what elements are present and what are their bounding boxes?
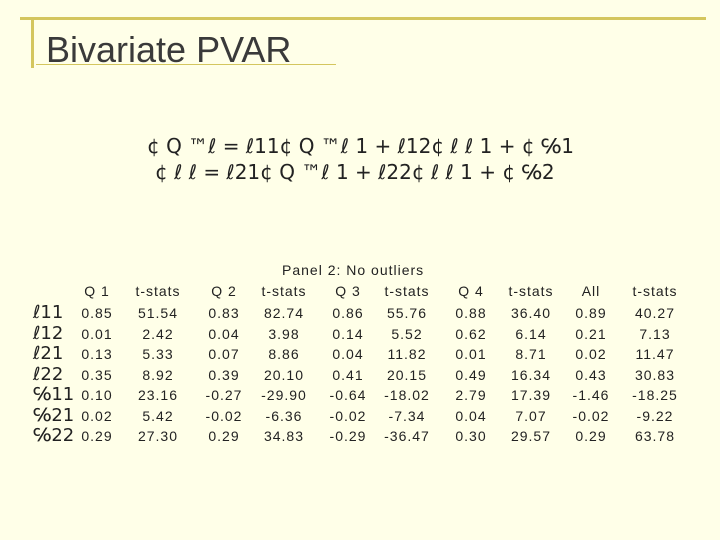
table-cell: 16.34 — [510, 366, 552, 383]
row-label: ℅21 — [33, 404, 75, 426]
table-cell: -29.90 — [261, 387, 307, 403]
table-cell: -0.02 — [329, 407, 367, 424]
column-header: All — [581, 283, 601, 299]
table-cell: 0.10 — [81, 387, 113, 403]
table-cell: 0.49 — [455, 366, 487, 383]
table-cell: 51.54 — [137, 305, 179, 321]
column-header: Q 2 — [211, 283, 237, 299]
table-cell: -36.47 — [384, 428, 430, 444]
column-header: Q 3 — [335, 283, 361, 299]
table-cell: 7.13 — [639, 325, 671, 342]
table-cell: 8.71 — [515, 346, 547, 362]
table-cell: 0.02 — [575, 346, 607, 362]
row-label: ℓ12 — [33, 322, 64, 344]
table-cell: -1.46 — [572, 387, 610, 403]
table-cell: -0.02 — [572, 407, 610, 424]
table-cell: 63.78 — [634, 428, 676, 444]
column-header: t-stats — [632, 283, 678, 299]
table-cell: 0.21 — [575, 325, 607, 342]
row-label: ℓ11 — [33, 302, 64, 323]
table-cell: -0.27 — [205, 387, 243, 403]
table-cell: 0.04 — [455, 407, 487, 424]
table-cell: 27.30 — [137, 428, 179, 444]
table-cell: 0.86 — [332, 305, 364, 321]
table-cell: 5.42 — [142, 407, 174, 424]
table-cell: -0.02 — [205, 407, 243, 424]
table-cell: 6.14 — [515, 325, 547, 342]
table-cell: 40.27 — [634, 305, 676, 321]
table-cell: 5.52 — [391, 325, 423, 342]
row-label: ℅22 — [33, 425, 75, 446]
table-cell: 0.29 — [208, 428, 240, 444]
table-cell: 17.39 — [510, 387, 552, 403]
row-label: ℓ22 — [33, 363, 64, 385]
table-cell: 7.07 — [515, 407, 547, 424]
table-cell: 11.47 — [635, 346, 675, 362]
table-cell: 55.76 — [386, 305, 428, 321]
frame-left-rule — [31, 17, 34, 68]
table-cell: -9.22 — [636, 407, 674, 424]
table-cell: 2.79 — [455, 387, 487, 403]
table-cell: -18.25 — [632, 387, 678, 403]
table-cell: 11.82 — [387, 346, 427, 362]
panel-title: Panel 2: No outliers — [282, 262, 425, 278]
table-cell: 34.83 — [263, 428, 305, 444]
table-cell: 0.43 — [575, 366, 607, 383]
table-cell: 0.39 — [208, 366, 240, 383]
table-cell: 0.83 — [208, 305, 240, 321]
table-cell: 82.74 — [263, 305, 305, 321]
table-cell: 0.89 — [575, 305, 607, 321]
table-cell: 8.86 — [268, 346, 300, 362]
equation-1: ¢ Q ™ℓ = ℓ11¢ Q ™ℓ 1 + ℓ12¢ ℓ ℓ 1 + ¢ ℅1 — [147, 134, 575, 158]
row-label: ℅11 — [33, 384, 75, 405]
table-cell: 3.98 — [268, 325, 300, 342]
table-cell: -0.29 — [329, 428, 367, 444]
table-cell: 0.07 — [208, 346, 240, 362]
row-label: ℓ21 — [33, 343, 64, 364]
table-cell: 0.04 — [332, 346, 364, 362]
table-cell: 0.88 — [455, 305, 487, 321]
table-cell: 20.10 — [263, 366, 305, 383]
table-cell: 0.01 — [455, 346, 487, 362]
column-header: t-stats — [508, 283, 554, 299]
table-cell: -7.34 — [388, 407, 426, 424]
table-cell: 30.83 — [634, 366, 676, 383]
title-underline — [36, 64, 336, 65]
table-cell: 0.02 — [81, 407, 113, 424]
table-cell: 0.35 — [81, 366, 113, 383]
table-cell: 20.15 — [386, 366, 428, 383]
equation-2: ¢ ℓ ℓ = ℓ21¢ Q ™ℓ 1 + ℓ22¢ ℓ ℓ 1 + ¢ ℅2 — [155, 160, 555, 184]
table-cell: 0.14 — [332, 325, 364, 342]
table-cell: 23.16 — [137, 387, 179, 403]
table-cell: 0.30 — [455, 428, 487, 444]
table-cell: 0.41 — [332, 366, 364, 383]
table-cell: 0.01 — [81, 325, 113, 342]
table-cell: 0.29 — [575, 428, 607, 444]
table-cell: 29.57 — [510, 428, 552, 444]
table-cell: 0.13 — [81, 346, 113, 362]
table-cell: 8.92 — [142, 366, 174, 383]
frame-top-rule — [20, 17, 706, 20]
table-cell: -6.36 — [265, 407, 303, 424]
table-cell: 0.62 — [455, 325, 487, 342]
table-cell: -18.02 — [384, 387, 430, 403]
table-cell: 2.42 — [142, 325, 174, 342]
table-cell: -0.64 — [329, 387, 367, 403]
table-cell: 0.85 — [81, 305, 113, 321]
column-header: Q 1 — [84, 283, 110, 299]
table-cell: 36.40 — [510, 305, 552, 321]
slide-title: Bivariate PVAR — [46, 29, 292, 70]
column-header: Q 4 — [458, 283, 484, 299]
column-header: t-stats — [135, 283, 181, 299]
table-cell: 0.29 — [81, 428, 113, 444]
table-cell: 0.04 — [208, 325, 240, 342]
column-header: t-stats — [384, 283, 430, 299]
table-cell: 5.33 — [142, 346, 174, 362]
column-header: t-stats — [261, 283, 307, 299]
